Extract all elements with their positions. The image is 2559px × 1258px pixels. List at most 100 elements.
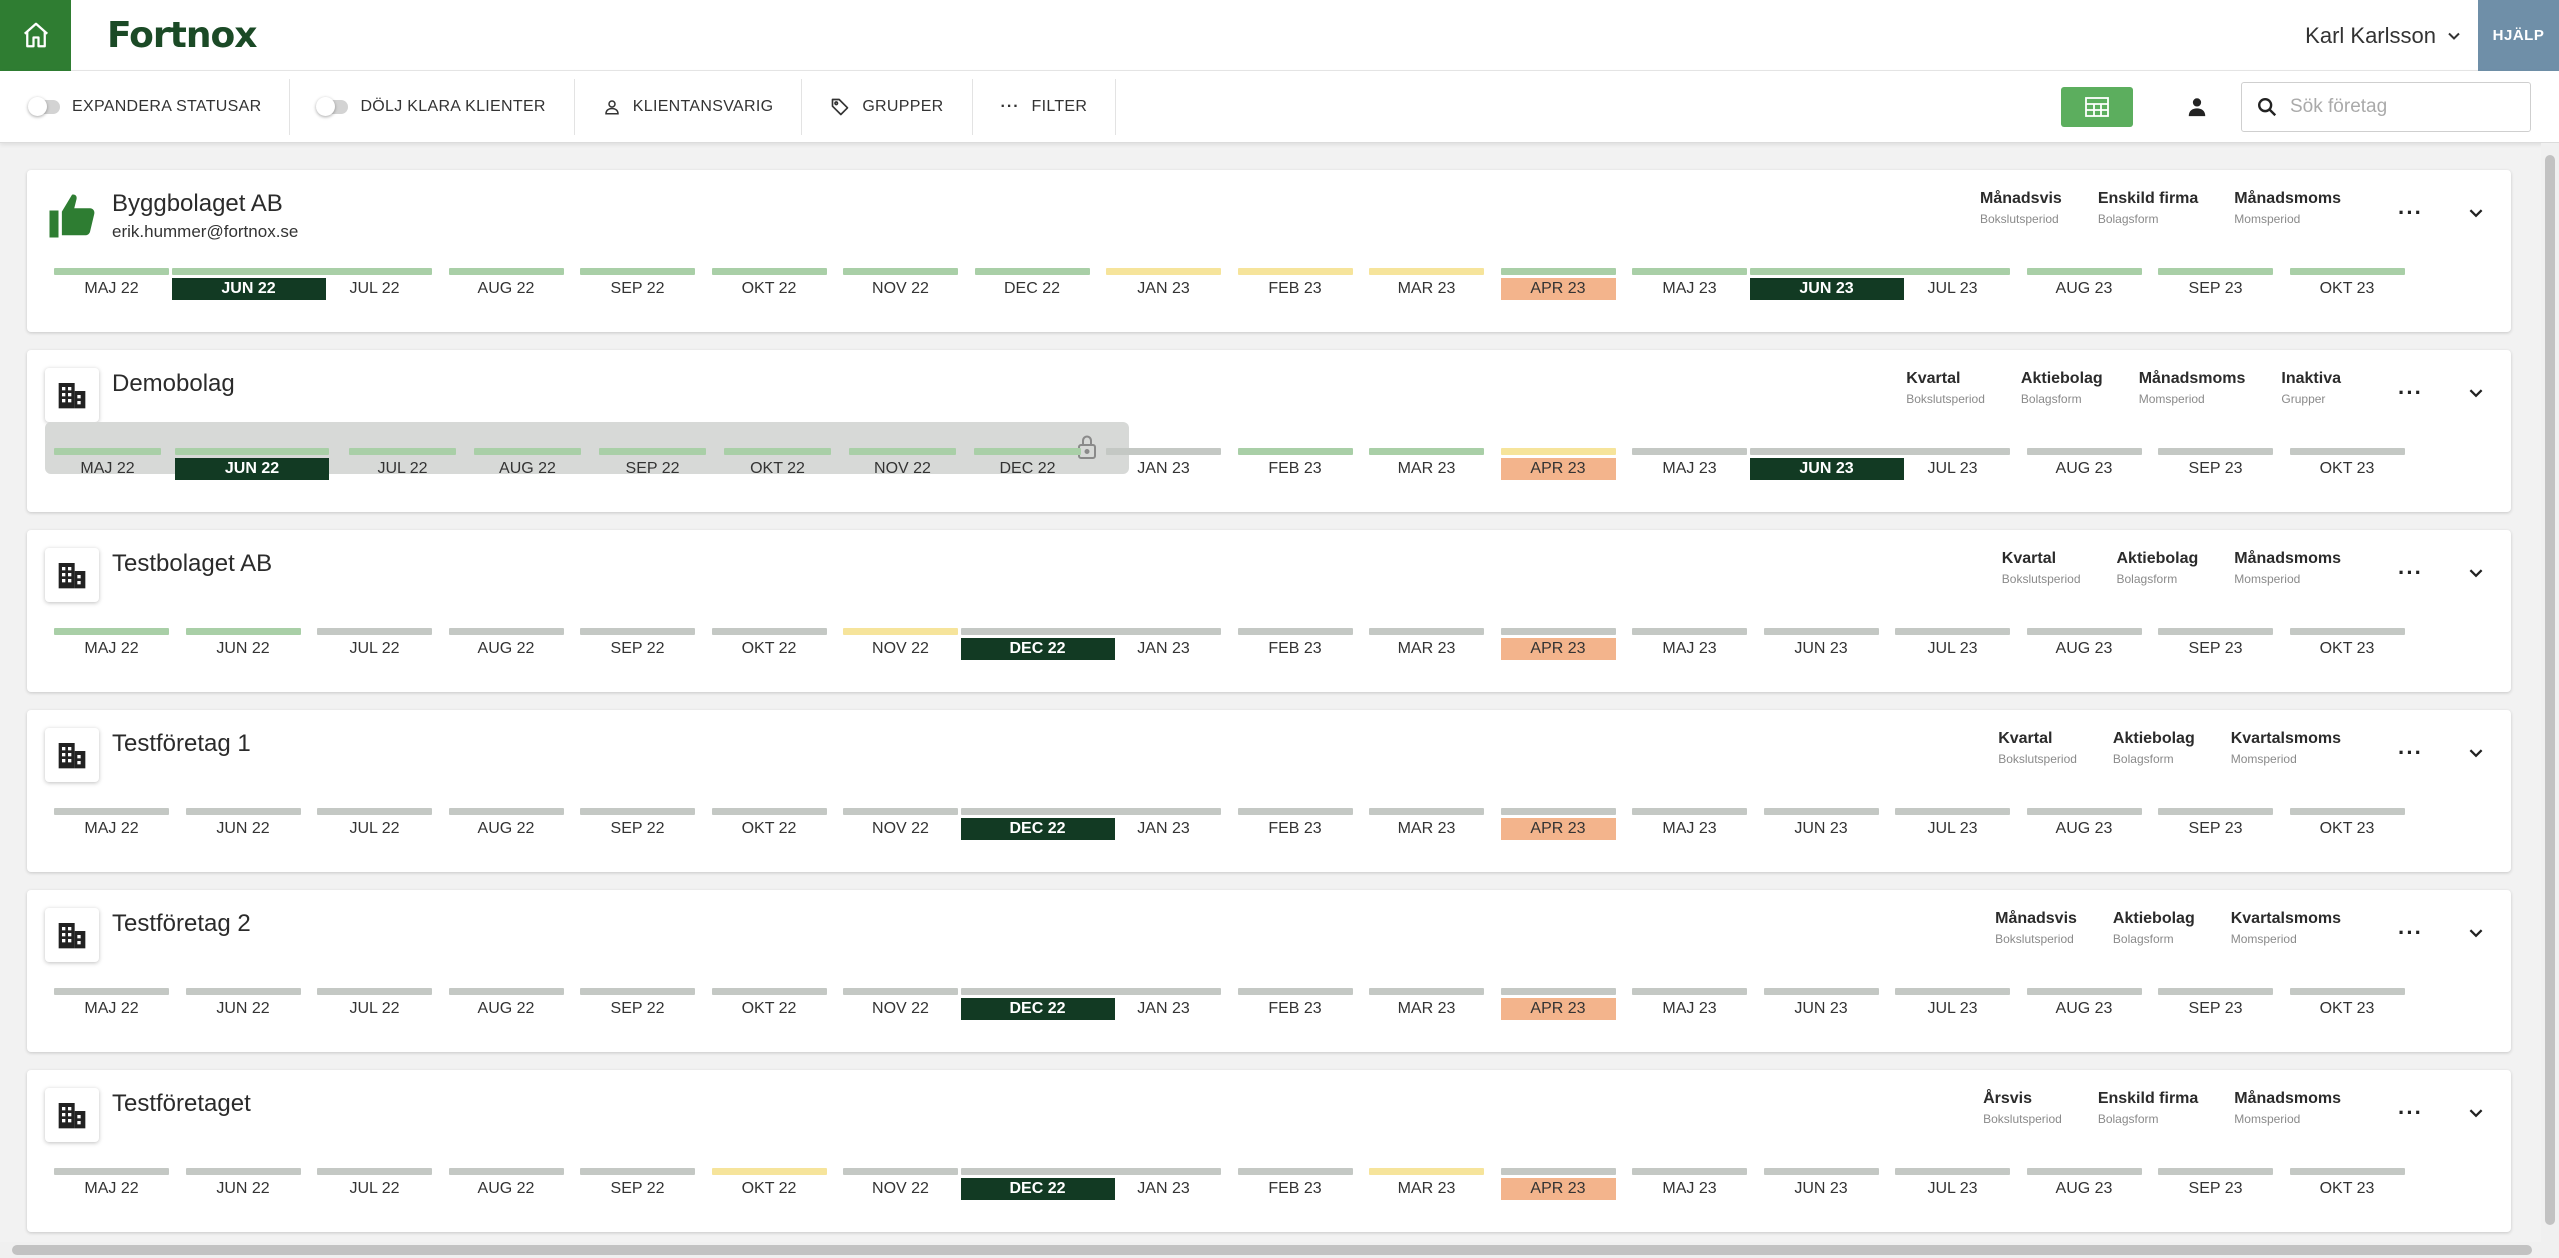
month-status[interactable]: MAJ 23: [1632, 448, 1747, 482]
month-status[interactable]: AUG 23: [2026, 448, 2142, 482]
month-status[interactable]: SEP 23: [2158, 628, 2273, 662]
month-status[interactable]: JAN 23: [1106, 988, 1221, 1022]
more-options-button[interactable]: ···: [2398, 200, 2423, 225]
month-status[interactable]: OKT 23: [2289, 448, 2405, 482]
month-status[interactable]: MAJ 22: [54, 448, 161, 482]
month-status[interactable]: SEP 23: [2158, 988, 2273, 1022]
month-status[interactable]: MAJ 22: [54, 808, 169, 842]
month-status[interactable]: OKT 23: [2289, 268, 2405, 302]
search-input[interactable]: [2290, 96, 2510, 118]
month-status[interactable]: MAJ 23: [1632, 808, 1747, 842]
month-status[interactable]: MAR 23: [1369, 1168, 1484, 1202]
month-status[interactable]: MAJ 22: [54, 268, 169, 302]
month-status[interactable]: MAJ 22: [54, 1168, 169, 1202]
month-status[interactable]: APR 23: [1500, 448, 1616, 482]
month-status[interactable]: DEC 22: [960, 1168, 1115, 1202]
month-status[interactable]: JUN 22: [185, 808, 301, 842]
chevron-down-icon[interactable]: [2467, 564, 2485, 582]
expand-statuses-toggle[interactable]: EXPANDERA STATUSAR: [0, 78, 291, 135]
month-status[interactable]: SEP 22: [580, 808, 695, 842]
month-status[interactable]: JUL 22: [317, 808, 432, 842]
month-status[interactable]: NOV 22: [849, 448, 956, 482]
month-status[interactable]: JAN 23: [1106, 808, 1221, 842]
company-card[interactable]: Testföretag 1 Kvartal Bokslutsperiod Akt…: [27, 710, 2511, 872]
company-card[interactable]: Testföretaget Årsvis Bokslutsperiod Ensk…: [27, 1070, 2511, 1232]
more-options-button[interactable]: ···: [2398, 740, 2423, 765]
my-clients-button[interactable]: [2177, 87, 2217, 127]
month-status[interactable]: AUG 22: [448, 628, 564, 662]
chevron-down-icon[interactable]: [2467, 744, 2485, 762]
month-status[interactable]: AUG 22: [448, 268, 564, 302]
user-menu[interactable]: Karl Karlsson: [2305, 23, 2462, 49]
month-status[interactable]: JUL 23: [1895, 1168, 2010, 1202]
month-status[interactable]: JUL 23: [1895, 268, 2010, 302]
month-status[interactable]: JUN 23: [1749, 268, 1904, 302]
toggle-switch[interactable]: [316, 96, 349, 116]
company-card[interactable]: Demobolag Kvartal Bokslutsperiod Aktiebo…: [27, 350, 2511, 512]
chevron-down-icon[interactable]: [2467, 204, 2485, 222]
more-options-button[interactable]: ···: [2398, 380, 2423, 405]
month-status[interactable]: DEC 22: [960, 808, 1115, 842]
month-status[interactable]: APR 23: [1500, 268, 1616, 302]
month-status[interactable]: AUG 23: [2026, 988, 2142, 1022]
fortnox-logo[interactable]: Fortnox: [107, 14, 257, 56]
month-status[interactable]: SEP 22: [580, 628, 695, 662]
month-status[interactable]: FEB 23: [1237, 448, 1353, 482]
month-status[interactable]: MAJ 22: [54, 988, 169, 1022]
month-status[interactable]: MAJ 23: [1632, 988, 1747, 1022]
month-status[interactable]: OKT 23: [2289, 1168, 2405, 1202]
month-status[interactable]: FEB 23: [1237, 988, 1353, 1022]
search-field[interactable]: [2241, 82, 2531, 132]
month-status[interactable]: OKT 22: [711, 808, 827, 842]
month-status[interactable]: OKT 22: [711, 268, 827, 302]
month-status[interactable]: JUN 22: [185, 628, 301, 662]
month-status[interactable]: JAN 23: [1106, 448, 1221, 482]
month-status[interactable]: MAJ 23: [1632, 268, 1747, 302]
month-status[interactable]: OKT 23: [2289, 628, 2405, 662]
month-status[interactable]: OKT 23: [2289, 808, 2405, 842]
month-status[interactable]: NOV 22: [843, 808, 958, 842]
toggle-switch[interactable]: [28, 96, 60, 116]
company-card[interactable]: Byggbolaget AB erik.hummer@fortnox.se Mån…: [27, 170, 2511, 332]
month-status[interactable]: JUL 23: [1895, 808, 2010, 842]
month-status[interactable]: JAN 23: [1106, 268, 1221, 302]
month-status[interactable]: DEC 22: [960, 988, 1115, 1022]
month-status[interactable]: SEP 22: [580, 988, 695, 1022]
vertical-scrollbar[interactable]: [2541, 143, 2559, 1243]
month-status[interactable]: NOV 22: [843, 988, 958, 1022]
month-status[interactable]: MAR 23: [1369, 628, 1484, 662]
company-name[interactable]: Demobolag: [112, 370, 235, 397]
company-name[interactable]: Testföretaget: [112, 1090, 251, 1117]
chevron-down-icon[interactable]: [2467, 924, 2485, 942]
company-name[interactable]: Testbolaget AB: [112, 550, 273, 577]
month-status[interactable]: JUL 23: [1895, 448, 2010, 482]
month-status[interactable]: OKT 22: [711, 628, 827, 662]
month-status[interactable]: JUL 23: [1895, 988, 2010, 1022]
month-status[interactable]: JUL 23: [1895, 628, 2010, 662]
month-status[interactable]: OKT 22: [724, 448, 831, 482]
month-status[interactable]: MAJ 23: [1632, 628, 1747, 662]
month-status[interactable]: JUN 23: [1749, 448, 1904, 482]
scrollbar-thumb[interactable]: [12, 1245, 2532, 1255]
more-options-button[interactable]: ···: [2398, 1100, 2423, 1125]
month-status[interactable]: JAN 23: [1106, 628, 1221, 662]
help-button[interactable]: HJÄLP: [2478, 0, 2559, 71]
month-status[interactable]: SEP 23: [2158, 808, 2273, 842]
month-status[interactable]: JUN 22: [185, 988, 301, 1022]
month-status[interactable]: FEB 23: [1237, 808, 1353, 842]
month-status[interactable]: JUN 22: [171, 268, 326, 302]
month-status[interactable]: FEB 23: [1237, 268, 1353, 302]
month-status[interactable]: APR 23: [1500, 1168, 1616, 1202]
month-status[interactable]: JUL 22: [317, 628, 432, 662]
client-responsible-button[interactable]: KLIENTANSVARIG: [575, 78, 803, 135]
scrollbar-thumb[interactable]: [2545, 155, 2555, 1225]
filter-button[interactable]: ··· FILTER: [973, 78, 1117, 135]
month-status[interactable]: MAJ 22: [54, 628, 169, 662]
month-status[interactable]: NOV 22: [843, 628, 958, 662]
month-status[interactable]: MAJ 23: [1632, 1168, 1747, 1202]
month-status[interactable]: AUG 23: [2026, 1168, 2142, 1202]
company-card[interactable]: Testföretag 2 Månadsvis Bokslutsperiod A…: [27, 890, 2511, 1052]
month-status[interactable]: JUL 22: [317, 268, 432, 302]
month-status[interactable]: MAR 23: [1369, 988, 1484, 1022]
month-status[interactable]: AUG 23: [2026, 628, 2142, 662]
